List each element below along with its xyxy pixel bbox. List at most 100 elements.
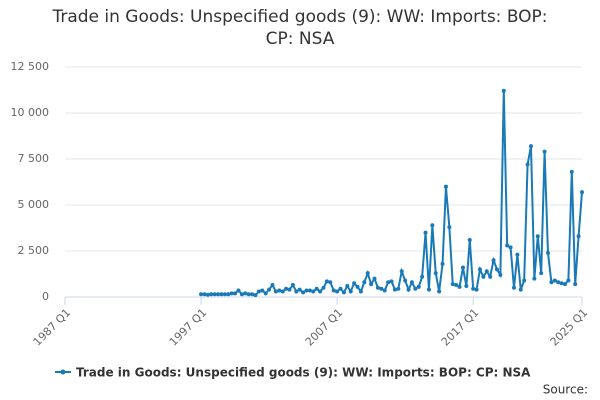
point xyxy=(348,289,353,294)
point xyxy=(562,282,567,287)
point xyxy=(447,225,452,230)
point xyxy=(331,288,336,293)
point xyxy=(273,289,278,294)
point xyxy=(219,292,224,297)
point xyxy=(328,280,333,285)
x-tick-label: 1987 Q1 xyxy=(31,306,74,349)
point xyxy=(494,267,499,272)
point xyxy=(556,280,561,285)
point xyxy=(352,281,357,286)
point xyxy=(539,271,544,276)
point xyxy=(365,271,370,276)
point xyxy=(498,272,503,277)
point xyxy=(409,280,414,285)
x-tick-label: 2007 Q1 xyxy=(303,306,346,349)
point xyxy=(199,292,204,297)
point xyxy=(233,291,238,296)
point xyxy=(314,286,319,291)
point xyxy=(284,286,289,291)
point xyxy=(573,282,578,287)
point xyxy=(580,190,584,195)
point xyxy=(287,287,292,292)
point xyxy=(345,283,350,288)
point xyxy=(246,292,251,297)
point xyxy=(243,291,248,296)
point xyxy=(420,274,425,279)
point xyxy=(362,280,367,285)
point xyxy=(569,169,574,174)
point xyxy=(518,287,523,292)
point xyxy=(488,274,493,279)
point xyxy=(277,288,282,293)
point xyxy=(545,250,550,255)
point xyxy=(566,278,571,283)
point xyxy=(528,144,533,149)
point xyxy=(511,285,516,290)
series-line xyxy=(201,90,583,297)
point xyxy=(525,162,530,167)
y-tick-label: 2 500 xyxy=(18,244,50,257)
point xyxy=(471,286,476,291)
point xyxy=(437,289,442,294)
point xyxy=(297,287,302,292)
point xyxy=(559,281,564,286)
point xyxy=(375,285,380,290)
legend-marker xyxy=(60,369,66,375)
x-tick-label: 2017 Q1 xyxy=(439,306,482,349)
point xyxy=(369,282,374,287)
point xyxy=(301,290,306,295)
y-tick-label: 10 000 xyxy=(11,106,50,119)
point xyxy=(474,287,479,292)
point xyxy=(426,287,431,292)
point xyxy=(341,290,346,295)
point xyxy=(416,284,421,289)
point xyxy=(355,284,360,289)
point xyxy=(508,245,513,250)
source: Source: xyxy=(543,383,588,397)
x-tick-label: 1997 Q1 xyxy=(167,306,210,349)
point xyxy=(311,289,316,294)
point xyxy=(532,276,537,281)
point xyxy=(399,269,404,274)
point xyxy=(379,286,384,291)
point xyxy=(522,278,527,283)
point xyxy=(484,269,489,274)
point xyxy=(205,292,210,297)
point xyxy=(501,88,506,93)
point xyxy=(406,287,411,292)
point xyxy=(450,282,455,287)
point xyxy=(430,223,435,228)
point xyxy=(535,234,540,239)
point xyxy=(280,289,285,294)
point xyxy=(542,149,547,154)
point xyxy=(267,287,272,292)
point xyxy=(481,274,486,279)
point xyxy=(304,288,309,293)
point xyxy=(443,184,448,189)
legend-item: Trade in Goods: Unspecified goods (9): W… xyxy=(55,366,531,380)
point xyxy=(239,292,244,297)
point xyxy=(263,291,268,296)
point xyxy=(318,289,323,294)
point xyxy=(212,292,217,297)
point xyxy=(460,265,465,270)
point xyxy=(515,252,520,257)
point xyxy=(250,292,255,297)
point xyxy=(324,279,329,284)
point xyxy=(222,292,227,297)
point xyxy=(216,292,221,297)
point xyxy=(454,283,459,288)
chart-title: Trade in Goods: Unspecified goods (9): W… xyxy=(52,7,548,49)
x-tick-label: 2025 Q1 xyxy=(548,306,591,349)
point xyxy=(440,261,445,266)
point xyxy=(389,279,394,284)
point xyxy=(464,283,469,288)
point xyxy=(256,289,261,294)
point xyxy=(209,292,214,297)
point xyxy=(236,288,241,293)
point xyxy=(396,286,401,291)
point xyxy=(413,286,418,291)
point xyxy=(505,243,510,248)
point xyxy=(552,278,557,283)
